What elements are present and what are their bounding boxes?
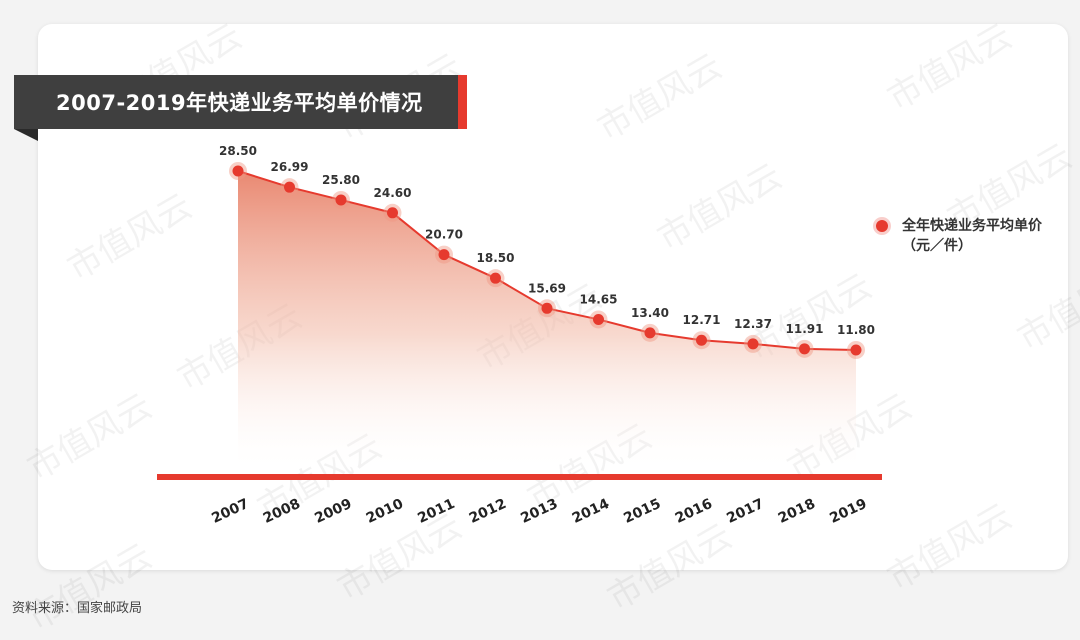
data-point-2011: [438, 249, 450, 261]
x-tick-label-2015: 2015: [621, 496, 663, 527]
title-fold-shadow: [14, 129, 38, 141]
data-label-2013: 15.69: [528, 281, 566, 295]
data-label-2007: 28.50: [219, 144, 257, 158]
data-point-2019: [850, 344, 862, 356]
x-tick-label-2011: 2011: [415, 496, 457, 527]
data-label-2015: 13.40: [631, 306, 669, 320]
data-point-2012: [490, 272, 501, 284]
x-axis-bar: [157, 474, 882, 480]
data-point-2013: [541, 302, 553, 314]
x-tick-label-2009: 2009: [312, 496, 354, 527]
x-tick-label-2014: 2014: [570, 496, 612, 527]
x-tick-label-2013: 2013: [518, 496, 560, 527]
chart-title-text: 2007-2019年快递业务平均单价情况: [56, 91, 423, 115]
data-point-2008: [284, 181, 295, 193]
data-point-2007: [232, 165, 244, 177]
data-point-2010: [387, 207, 398, 219]
data-label-2010: 24.60: [374, 186, 412, 200]
x-tick-label-2007: 2007: [209, 496, 251, 527]
data-label-2008: 26.99: [271, 160, 309, 174]
data-point-2015: [644, 327, 656, 339]
x-tick-label-2010: 2010: [364, 496, 406, 527]
x-tick-label-2016: 2016: [673, 496, 715, 527]
legend: 全年快递业务平均单价（元／件）: [876, 216, 1062, 256]
x-tick-label-2019: 2019: [827, 496, 869, 527]
data-point-2009: [335, 194, 347, 206]
data-label-2014: 14.65: [580, 292, 618, 306]
data-label-2009: 25.80: [322, 173, 360, 187]
data-point-2016: [696, 334, 707, 346]
data-point-2018: [799, 343, 810, 355]
x-tick-label-2017: 2017: [724, 496, 766, 527]
price-area-chart: 28.50 26.99 25.80 24.60 20.70 18.50 15.69 14.65…: [157, 144, 882, 527]
x-tick-label-2018: 2018: [776, 496, 818, 527]
data-label-2011: 20.70: [425, 228, 463, 242]
chart-title: 2007-2019年快递业务平均单价情况: [14, 75, 458, 129]
legend-marker-icon: [876, 220, 888, 232]
series-area-fill: [238, 171, 856, 468]
data-label-2017: 12.37: [734, 317, 772, 331]
data-point-2014: [593, 313, 604, 325]
data-label-2012: 18.50: [477, 251, 515, 265]
x-tick-label-2008: 2008: [261, 496, 303, 527]
data-label-2016: 12.71: [683, 313, 721, 327]
x-tick-label-2012: 2012: [467, 496, 509, 527]
data-point-2017: [747, 338, 759, 350]
data-label-2019: 11.80: [837, 323, 875, 337]
title-accent-bar: [458, 75, 467, 129]
legend-label: 全年快递业务平均单价（元／件）: [902, 218, 1042, 254]
source-note: 资料来源：国家邮政局: [12, 601, 143, 616]
data-label-2018: 11.91: [786, 322, 824, 336]
